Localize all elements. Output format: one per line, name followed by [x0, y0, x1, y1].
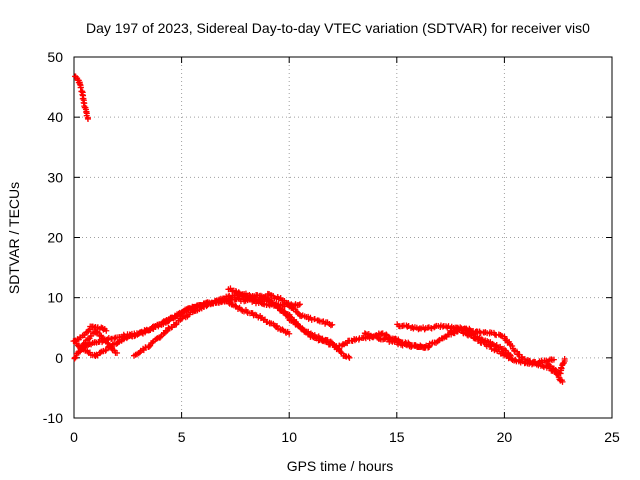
data-point	[244, 308, 251, 315]
data-point	[114, 350, 121, 357]
data-point	[492, 343, 499, 350]
data-point	[471, 330, 478, 337]
y-tick-label: 10	[47, 290, 63, 306]
data-point	[295, 301, 302, 308]
data-point	[415, 326, 422, 333]
y-tick-label: -10	[43, 410, 63, 426]
data-point	[287, 313, 294, 320]
data-point	[84, 115, 91, 122]
data-track-track-b	[71, 328, 121, 362]
data-point	[484, 338, 491, 345]
data-point	[329, 321, 336, 328]
data-point	[408, 343, 415, 350]
data-series	[70, 73, 568, 385]
data-point	[274, 322, 281, 329]
x-tick-label: 20	[497, 429, 513, 445]
x-tick-label: 25	[604, 429, 620, 445]
data-track-track-e	[77, 297, 293, 353]
data-point	[404, 323, 411, 330]
data-track-track-h	[264, 290, 336, 329]
data-point	[421, 326, 428, 333]
data-point	[346, 354, 353, 361]
data-point	[345, 353, 352, 360]
x-tick-label: 0	[70, 429, 78, 445]
x-tick-label: 10	[281, 429, 297, 445]
x-tick-label: 5	[178, 429, 186, 445]
data-point	[279, 326, 286, 333]
data-point	[236, 290, 243, 297]
y-tick-label: 20	[47, 230, 63, 246]
data-track-track-a	[72, 73, 91, 122]
data-point	[145, 343, 152, 350]
data-track-track-c	[70, 323, 110, 345]
data-point	[561, 356, 568, 363]
data-point	[103, 327, 110, 334]
data-point	[337, 348, 344, 355]
data-point	[77, 84, 84, 91]
data-track-track-l	[421, 327, 566, 385]
data-point	[559, 378, 566, 385]
data-point	[547, 362, 554, 369]
x-tick-label: 15	[389, 429, 405, 445]
data-point	[78, 88, 85, 95]
axis-ticks: 0 5 10 15 20 25 -10 0 10 20 30 40 50	[43, 49, 620, 445]
data-track-track-g	[225, 285, 342, 352]
y-tick-label: 0	[55, 350, 63, 366]
y-tick-label: 50	[47, 49, 63, 65]
data-point	[296, 301, 303, 308]
y-tick-label: 40	[47, 109, 63, 125]
data-track-track-j	[361, 330, 428, 351]
data-point	[286, 330, 293, 337]
data-point	[507, 353, 514, 360]
data-point	[248, 295, 255, 302]
y-tick-label: 30	[47, 169, 63, 185]
data-point	[464, 327, 471, 334]
data-track-track-n	[544, 356, 568, 377]
data-point	[315, 317, 322, 324]
chart-title: Day 197 of 2023, Sidereal Day-to-day VTE…	[86, 20, 590, 36]
data-point	[507, 351, 514, 358]
data-point	[402, 341, 409, 348]
data-track-track-m	[447, 325, 514, 360]
data-point	[232, 302, 239, 309]
data-point	[550, 356, 557, 363]
x-axis-title: GPS time / hours	[287, 458, 394, 474]
y-axis-title: SDTVAR / TECUs	[6, 182, 22, 294]
data-point	[111, 335, 118, 342]
